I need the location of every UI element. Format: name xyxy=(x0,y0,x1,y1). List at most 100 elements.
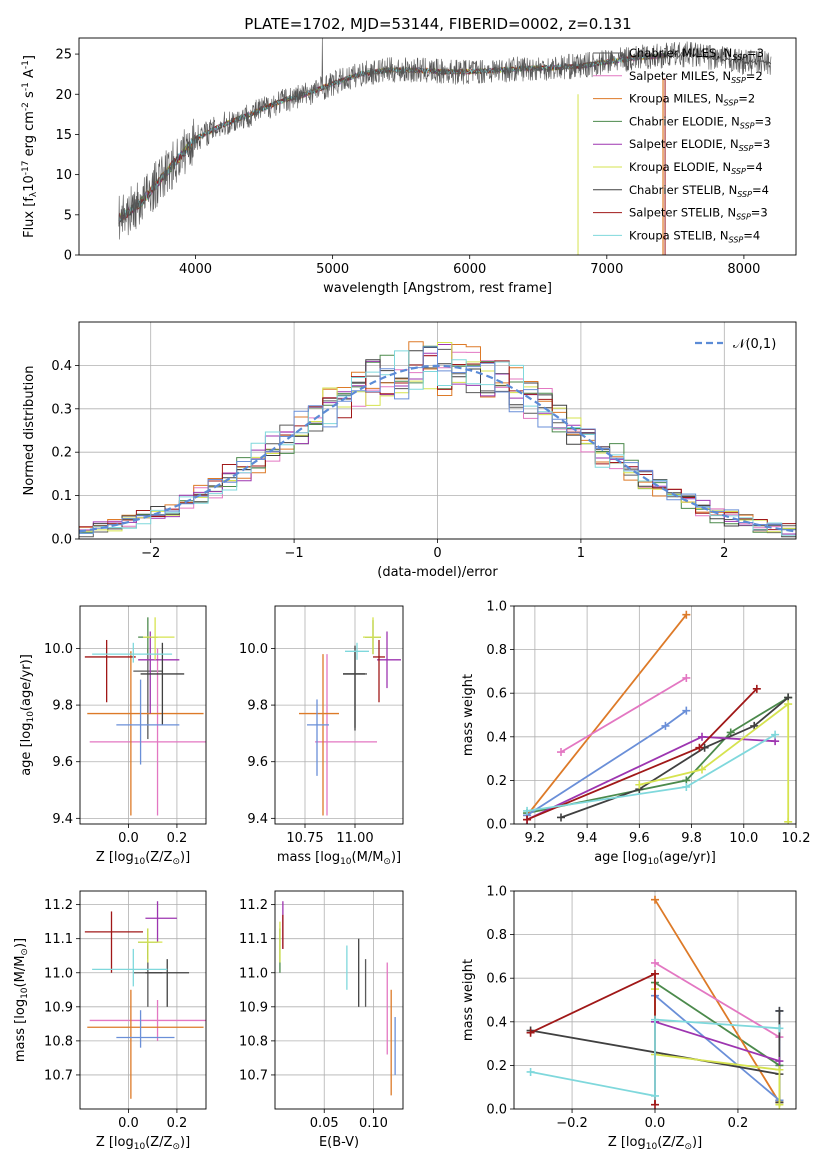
weight-line xyxy=(526,614,688,816)
data-point xyxy=(116,1010,175,1048)
weight-series xyxy=(651,895,784,1107)
x-tick-label: 0.2 xyxy=(167,831,188,846)
data-point xyxy=(87,651,204,816)
x-axis-label: mass [log10​(M/M⊙​)] xyxy=(277,850,401,867)
weight-marker xyxy=(661,721,670,730)
weight-line xyxy=(654,1020,780,1062)
y-tick-label: 9.4 xyxy=(52,812,73,827)
data-point xyxy=(145,959,190,1007)
x-tick-label: 9.6 xyxy=(629,831,650,846)
y-tick-label: 0.6 xyxy=(486,972,507,987)
y-tick-label: 11.0 xyxy=(44,966,73,981)
weight-marker xyxy=(523,806,532,815)
weight-marker xyxy=(682,782,691,791)
y-axis-label: mass weight xyxy=(461,674,476,756)
x-tick-label: 0.2 xyxy=(728,1116,749,1131)
weight-series xyxy=(526,1015,784,1100)
x-tick-label: 5000 xyxy=(316,262,349,277)
x-tick-label: 10.2 xyxy=(782,831,811,846)
plot-area xyxy=(279,901,396,1096)
legend-label: Kroupa STELIB, NSSP=4 xyxy=(629,228,760,244)
panel-weights_age: 9.2 9.4 9.6 9.8 10.0 10.2 0.0 0.2 0.4 0.6 0.8 1.0 ag… xyxy=(461,600,810,868)
weight-line xyxy=(654,994,781,1103)
legend: Chabrier MILES, NSSP=3 Salpeter MILES, NS… xyxy=(593,46,771,244)
x-axis-label: Z [log10​(Z/Z⊙​)] xyxy=(608,1135,702,1152)
y-tick-label: 0.0 xyxy=(51,533,72,548)
y-tick-label: 9.6 xyxy=(247,755,268,770)
x-tick-label: 0.0 xyxy=(118,1116,139,1131)
weight-line xyxy=(560,677,687,753)
data-point xyxy=(138,928,163,963)
data-point xyxy=(373,639,385,703)
weight-marker xyxy=(695,743,704,752)
x-axis-label: age [log10​(age/yr)] xyxy=(594,850,716,867)
weight-marker xyxy=(635,780,644,789)
y-tick-label: 9.8 xyxy=(52,699,73,714)
weight-line xyxy=(530,1018,780,1097)
data-point xyxy=(145,901,177,943)
legend-label: Salpeter MILES, NSSP=2 xyxy=(629,69,763,85)
x-tick-label: −1 xyxy=(285,546,304,561)
y-tick-label: 5 xyxy=(64,208,72,223)
x-tick-label: 4000 xyxy=(179,262,212,277)
weight-marker xyxy=(682,673,691,682)
panel-z_mass: 0.0 0.2 10.7 10.8 10.9 11.0 11.1 11.2 Z [log10​(… xyxy=(13,890,207,1152)
x-tick-label: 0.0 xyxy=(645,1116,666,1131)
x-axis-label: (data-model)/error xyxy=(377,565,498,580)
x-tick-label: 0.10 xyxy=(359,1116,388,1131)
weight-marker xyxy=(682,610,691,619)
data-point xyxy=(299,654,339,816)
y-tick-label: 1.0 xyxy=(486,885,507,900)
x-tick-label: −0.2 xyxy=(556,1116,588,1131)
x-axis-label: Z [log10​(Z/Z⊙​)] xyxy=(96,850,190,867)
weight-marker xyxy=(784,817,793,824)
plot-area xyxy=(526,895,784,1109)
plot-area xyxy=(299,617,401,816)
data-point xyxy=(315,654,377,816)
weight-marker xyxy=(651,1100,659,1109)
y-tick-label: 10.8 xyxy=(44,1034,73,1049)
y-tick-label: 0.4 xyxy=(486,1015,507,1030)
y-tick-label: 0.1 xyxy=(51,489,72,504)
data-point xyxy=(92,948,168,987)
weight-marker xyxy=(775,1100,784,1109)
y-tick-label: 10.9 xyxy=(44,1000,73,1015)
panel-residuals: −2 −1 0 1 2 0.0 0.1 0.2 0.3 0.4 (data-model)/error… xyxy=(22,321,797,580)
legend-label: Chabrier MILES, NSSP=3 xyxy=(629,46,764,62)
y-tick-label: 11.0 xyxy=(239,966,268,981)
weight-marker xyxy=(698,732,706,741)
weight-marker xyxy=(752,684,761,693)
x-tick-label: 11.00 xyxy=(336,831,373,846)
weight-line xyxy=(654,962,780,1038)
y-tick-label: 0.3 xyxy=(51,402,72,417)
weight-marker xyxy=(775,1057,784,1066)
axes-frame xyxy=(513,890,797,1110)
y-tick-label: 0.0 xyxy=(486,818,507,833)
weight-marker xyxy=(682,706,691,715)
x-tick-label: 6000 xyxy=(453,262,486,277)
y-tick-label: 10.7 xyxy=(239,1068,268,1083)
legend-label: Chabrier ELODIE, NSSP=3 xyxy=(629,114,771,130)
panel-mass_age: 10.75 11.00 9.4 9.6 9.8 10.0 mass [log10​(M/M⊙… xyxy=(239,605,404,867)
weight-marker xyxy=(526,1028,535,1037)
legend-label: Salpeter ELODIE, NSSP=3 xyxy=(629,137,770,153)
x-tick-label: 0.05 xyxy=(310,1116,339,1131)
x-axis-label: wavelength [Angstrom, rest frame] xyxy=(323,281,552,296)
axes-frame xyxy=(274,890,404,1110)
x-tick-label: 10.0 xyxy=(729,831,758,846)
x-axis-label: E(B-V) xyxy=(319,1135,359,1150)
weight-marker xyxy=(784,700,793,709)
y-tick-label: 0.8 xyxy=(486,643,507,658)
weight-series xyxy=(635,700,793,824)
y-tick-label: 0.6 xyxy=(486,687,507,702)
data-point xyxy=(138,631,180,714)
weight-series xyxy=(523,693,793,818)
legend-label: Chabrier STELIB, NSSP=4 xyxy=(629,183,769,199)
x-tick-label: 10.75 xyxy=(286,831,323,846)
weight-series xyxy=(523,610,691,820)
weight-series xyxy=(557,673,691,757)
y-tick-label: 10.0 xyxy=(44,642,73,657)
plot-area xyxy=(523,610,793,824)
x-tick-label: 0.0 xyxy=(118,831,139,846)
